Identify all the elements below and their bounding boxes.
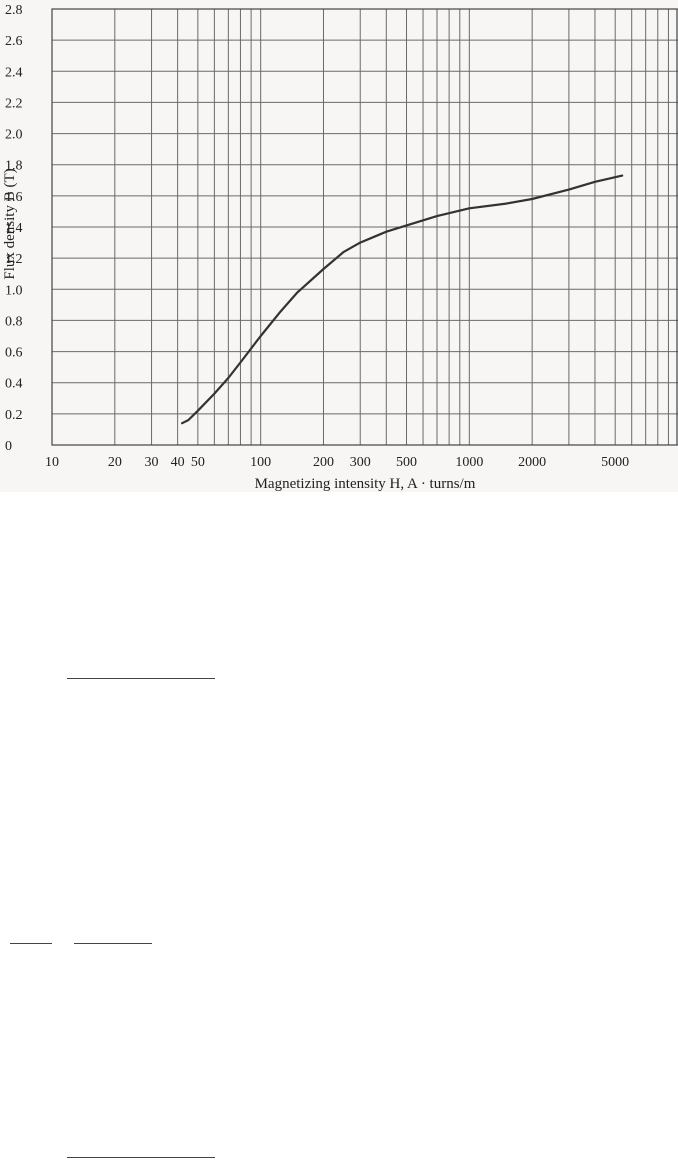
blank-line-1 [67, 678, 215, 679]
y-tick-label-10: 2.0 [5, 128, 23, 143]
blank-line-4 [67, 1157, 215, 1158]
x-tick-label-7: 300 [350, 455, 371, 470]
x-tick-label-5: 100 [250, 455, 271, 470]
y-tick-label-0: 0 [5, 439, 12, 454]
y-tick-label-4: 0.8 [5, 314, 23, 329]
y-tick-label-2: 0.4 [5, 377, 23, 392]
x-tick-label-1: 20 [108, 455, 122, 470]
x-tick-label-4: 50 [191, 455, 205, 470]
chart-svg: 0 0.2 0.4 0.6 0.8 1.0 1.2 1.4 1.6 1.8 2.0 2.2 2.4 2.6… [2, 3, 678, 492]
plot-frame [51, 8, 678, 446]
x-tick-label-0: 10 [45, 455, 59, 470]
y-axis-label: Flux density B (T) [2, 168, 18, 279]
y-tick-label-9: 1.8 [5, 159, 23, 174]
x-axis-label: Magnetizing intensity H, A · turns/m [255, 476, 476, 492]
y-tick-label-3: 0.6 [5, 346, 23, 361]
y-tick-label-14: 2.8 [5, 3, 23, 18]
y-tick-label-8: 1.6 [5, 190, 23, 205]
y-tick-label-5: 1.0 [5, 283, 23, 298]
y-tick-label-13: 2.6 [5, 34, 23, 49]
chart: 0 0.2 0.4 0.6 0.8 1.0 1.2 1.4 1.6 1.8 2.0 2.2 2.4 2.6… [0, 0, 678, 492]
x-tick-label-2: 30 [145, 455, 159, 470]
y-tick-label-7: 1.4 [5, 221, 23, 236]
series [181, 174, 624, 425]
x-tick-label-10: 2000 [518, 455, 546, 470]
x-tick-label-6: 200 [313, 455, 334, 470]
tick-labels: 0 0.2 0.4 0.6 0.8 1.0 1.2 1.4 1.6 1.8 2.0 2.2 2.4 2.6… [5, 3, 629, 470]
blank-line-3 [74, 943, 152, 944]
series-line-0 [181, 174, 624, 425]
y-tick-label-6: 1.2 [5, 252, 23, 267]
y-tick-label-12: 2.4 [5, 65, 23, 80]
x-tick-label-9: 1000 [455, 455, 483, 470]
x-tick-label-8: 500 [396, 455, 417, 470]
blank-line-2 [10, 943, 52, 944]
x-tick-label-11: 5000 [601, 455, 629, 470]
y-tick-label-11: 2.2 [5, 96, 23, 111]
grid [51, 8, 678, 446]
x-tick-label-3: 40 [171, 455, 185, 470]
y-tick-label-1: 0.2 [5, 408, 23, 423]
